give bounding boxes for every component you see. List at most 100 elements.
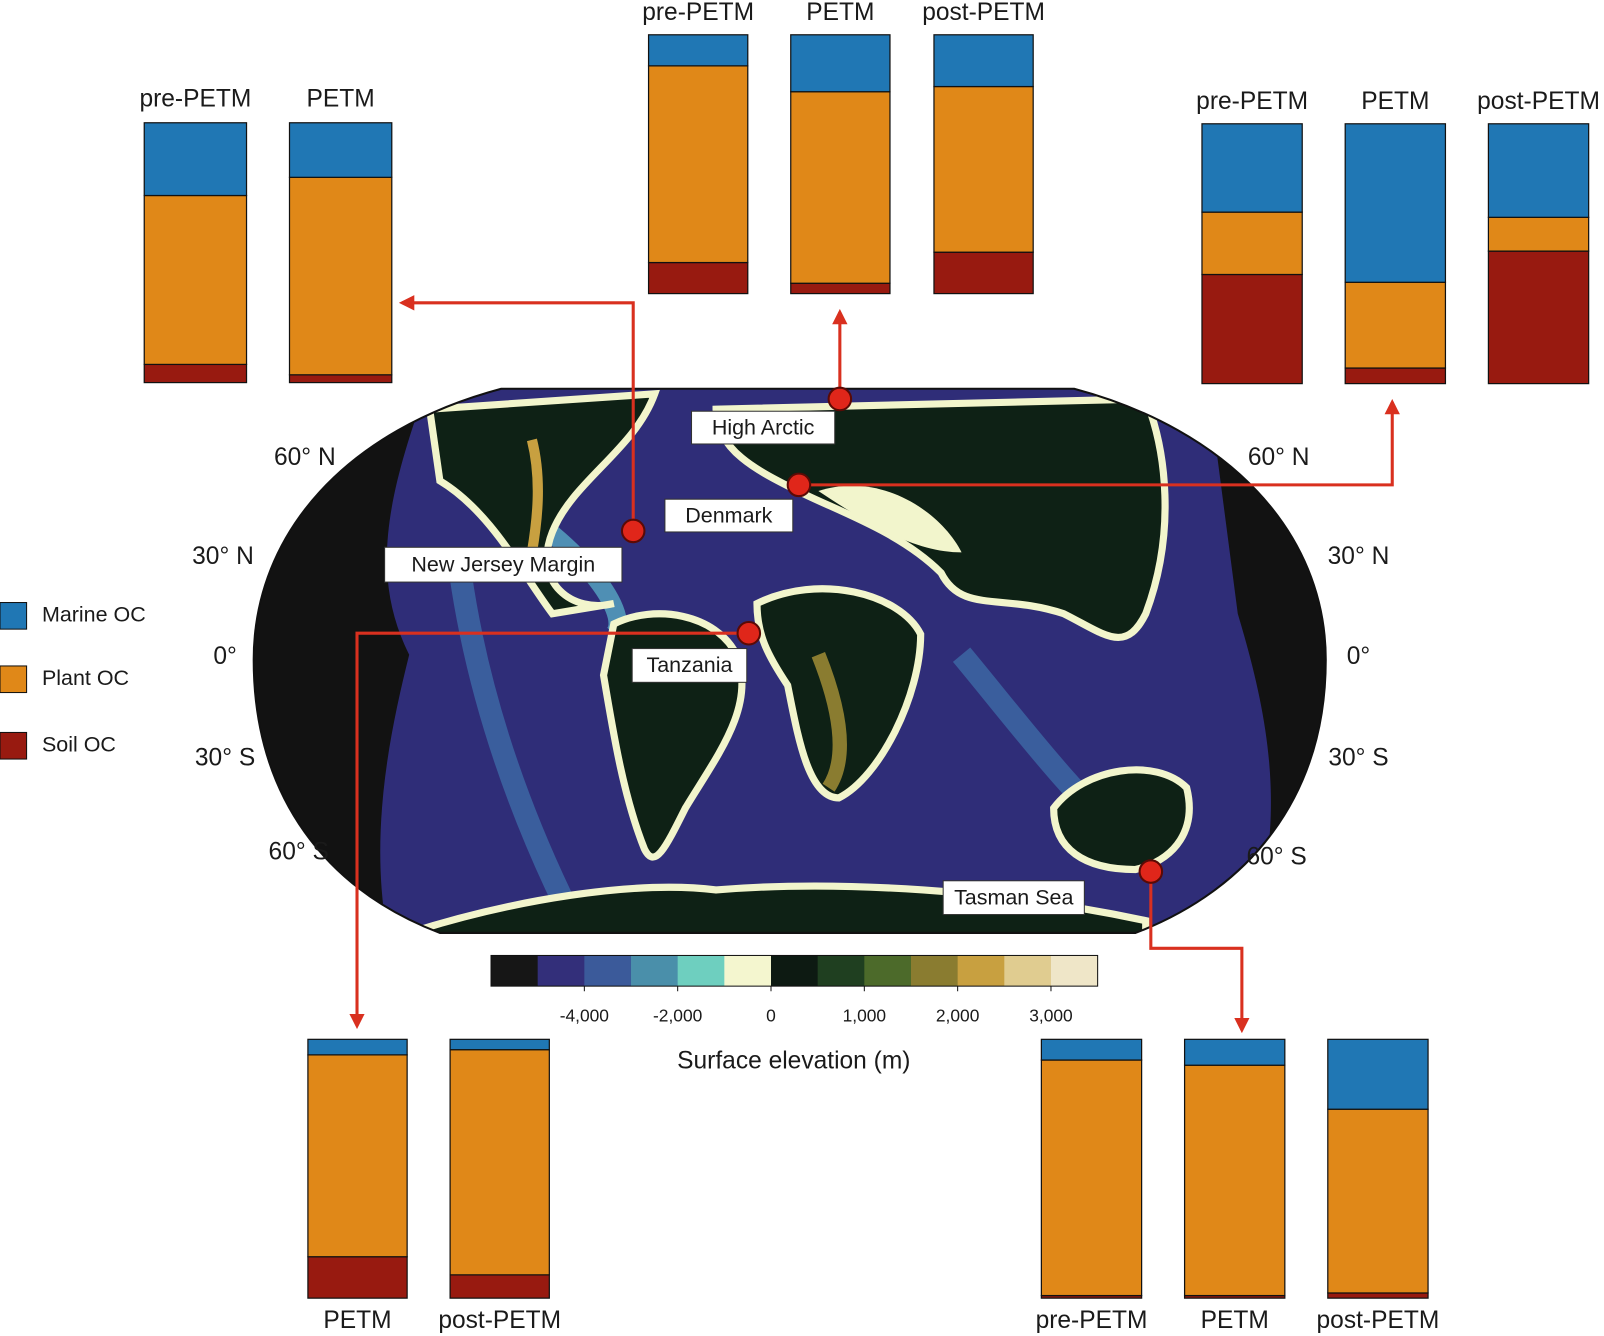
latitude-label: 0° [1347,643,1370,670]
bar-segment [449,1049,550,1276]
bar-segment [790,34,891,93]
bar-segment [790,282,891,295]
latitude-label: 0° [213,643,236,670]
colorbar-tick-label: 0 [766,1005,776,1025]
category-label: PETM [323,1307,391,1334]
colorbar-frame [490,954,1099,987]
bar-segment [143,363,248,384]
latitude-label: 60° N [274,444,336,471]
site-marker [620,518,646,544]
site-label-box [384,546,623,583]
bar-segment [1327,1038,1429,1110]
bar-segment [647,261,749,295]
bar-segment [1344,281,1447,369]
bar-segment [1201,273,1303,385]
bar-segment [307,1038,408,1056]
site-marker [736,620,762,646]
colorbar-title: Surface elevation (m) [677,1047,910,1074]
category-label: pre-PETM [1196,88,1308,115]
legend-swatch [0,602,28,630]
site-label: High Arctic [712,415,815,439]
latitude-label: 30° N [1328,543,1390,570]
bar-segment [1183,1064,1286,1297]
colorbar-box [677,955,725,987]
site-label-box [691,410,836,445]
bar-segment [1327,1108,1429,1294]
bar-segment [288,374,393,384]
category-label: post-PETM [1317,1307,1440,1334]
colorbar-box [910,955,959,987]
colorbar-tick-label: 2,000 [936,1005,979,1025]
bar-segment [143,122,248,197]
bar-segment [1040,1059,1143,1297]
colorbar-tick-label: -4,000 [560,1005,609,1025]
category-label: PETM [1361,88,1429,115]
category-label: PETM [806,0,874,26]
bar-segment [1487,123,1590,218]
category-label: pre-PETM [139,86,251,113]
legend-label: Plant OC [42,666,129,690]
bar-segment [307,1054,408,1258]
site-marker [786,472,812,498]
site-marker [1138,859,1164,884]
category-label: pre-PETM [1036,1307,1148,1334]
bar-segment [1487,250,1590,385]
colorbar-tick-label: 3,000 [1029,1005,1072,1025]
colorbar-box [957,955,1005,987]
bar-segment [1487,216,1590,252]
bar-segment [1040,1038,1143,1061]
bar-segment [647,65,749,264]
legend-swatch [0,665,28,694]
bar-segment [647,34,749,67]
colorbar-box [584,955,632,987]
site-label-box [631,648,748,683]
latitude-label: 60° N [1248,444,1310,471]
legend-label: Marine OC [42,603,146,627]
bar-segment [933,251,1034,295]
connectors [349,295,1400,1034]
category-label: PETM [307,86,375,113]
site-label: Denmark [685,503,772,527]
bar-segment [1344,123,1447,283]
bar-segment [449,1274,550,1299]
bar-segment [790,91,891,284]
bar-segment [307,1256,408,1299]
colorbar-box [491,955,539,987]
latitude-label: 30° S [1328,745,1388,772]
site-label: New Jersey Margin [411,552,595,576]
map [252,387,1327,934]
site-marker [827,386,853,412]
category-label: PETM [1201,1307,1269,1334]
bar-segment [1183,1038,1286,1066]
bar-segment [933,85,1034,253]
latitude-label: 30° S [195,745,255,772]
site-label: Tasman Sea [954,885,1073,909]
site-label: Tanzania [647,653,733,677]
category-label: post-PETM [1477,88,1600,115]
category-label: post-PETM [438,1307,561,1334]
site-label-box [664,498,794,533]
latitude-label: 60° S [269,839,329,866]
bar-segment [449,1038,550,1051]
category-label: pre-PETM [642,0,754,26]
bar-segment [288,176,393,376]
colorbar-box [864,955,912,987]
colorbar-box [1004,955,1052,987]
colorbar-box [770,955,819,987]
bar-segment [1327,1292,1429,1299]
bar-segment [1344,367,1447,385]
latitude-label: 60° S [1246,844,1306,871]
colorbar-box [537,955,585,987]
latitude-label: 30° N [192,543,254,570]
colorbar-box [724,955,772,987]
colorbar-tick-label: 1,000 [843,1005,886,1025]
bar-segment [1201,211,1303,276]
colorbar-box [1050,955,1099,987]
legend-label: Soil OC [42,732,116,756]
colorbar-box [631,955,679,987]
colorbar-tick-label: -2,000 [653,1005,702,1025]
legend-swatch [0,731,28,760]
bar-segment [143,194,248,366]
